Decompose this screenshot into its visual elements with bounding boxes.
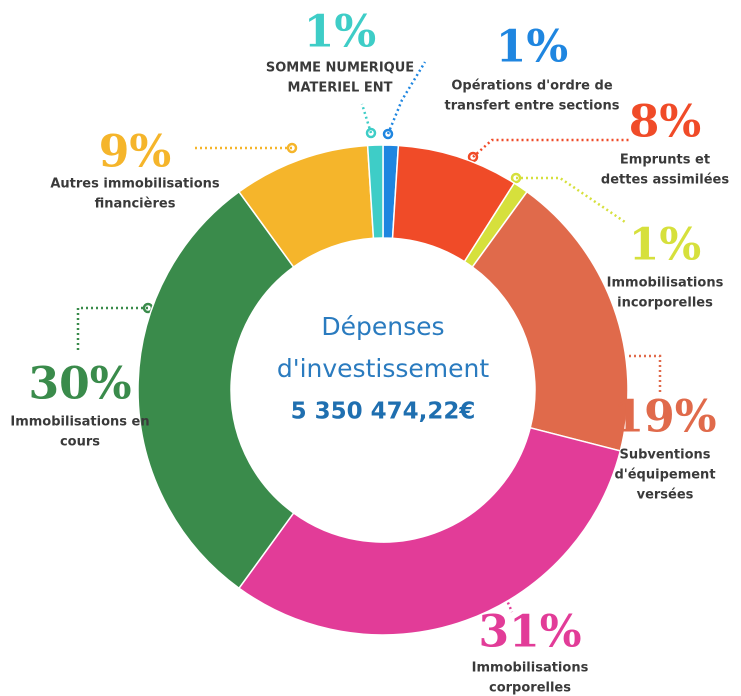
category-label: dettes assimilées — [601, 173, 729, 188]
slice — [137, 190, 295, 590]
category-label: corporelles — [489, 681, 571, 696]
category-label: financières — [95, 197, 176, 212]
category-label: versées — [637, 488, 694, 503]
value-label: 19% — [613, 392, 716, 443]
category-label: Opérations d'ordre de — [451, 79, 612, 94]
leader-line — [360, 103, 373, 134]
category-label: SOMME NUMERIQUE — [266, 61, 414, 76]
leader-line — [386, 61, 427, 135]
category-label: Immobilisations en — [10, 415, 149, 430]
category-label: d'équipement — [614, 468, 715, 483]
value-label: 1% — [304, 7, 376, 58]
center-title: Dépenses — [321, 312, 444, 341]
category-label: Immobilisations — [607, 276, 724, 291]
category-label: incorporelles — [617, 296, 713, 311]
category-label: Autres immobilisations — [50, 177, 220, 192]
center-value: 5 350 474,22€ — [291, 399, 476, 425]
value-label: 30% — [28, 359, 131, 410]
value-label: 31% — [478, 607, 581, 658]
category-label: Subventions — [619, 448, 710, 463]
category-label: cours — [60, 435, 100, 450]
slice — [366, 144, 384, 240]
category-label: Emprunts et — [620, 153, 710, 168]
value-label: 9% — [99, 127, 171, 178]
value-label: 1% — [496, 22, 568, 73]
leader-line — [76, 306, 148, 352]
leader-line — [472, 138, 630, 158]
leader-line — [619, 354, 662, 395]
value-label: 8% — [629, 97, 701, 148]
slice — [237, 426, 622, 636]
value-label: 1% — [629, 220, 701, 271]
donut — [137, 144, 629, 636]
category-label: transfert entre sections — [445, 99, 620, 114]
category-label: Immobilisations — [472, 661, 589, 676]
slice — [471, 190, 629, 452]
category-label: MATERIEL ENT — [288, 81, 393, 96]
leader-line — [516, 176, 626, 224]
center-title: d'investissement — [277, 354, 489, 383]
